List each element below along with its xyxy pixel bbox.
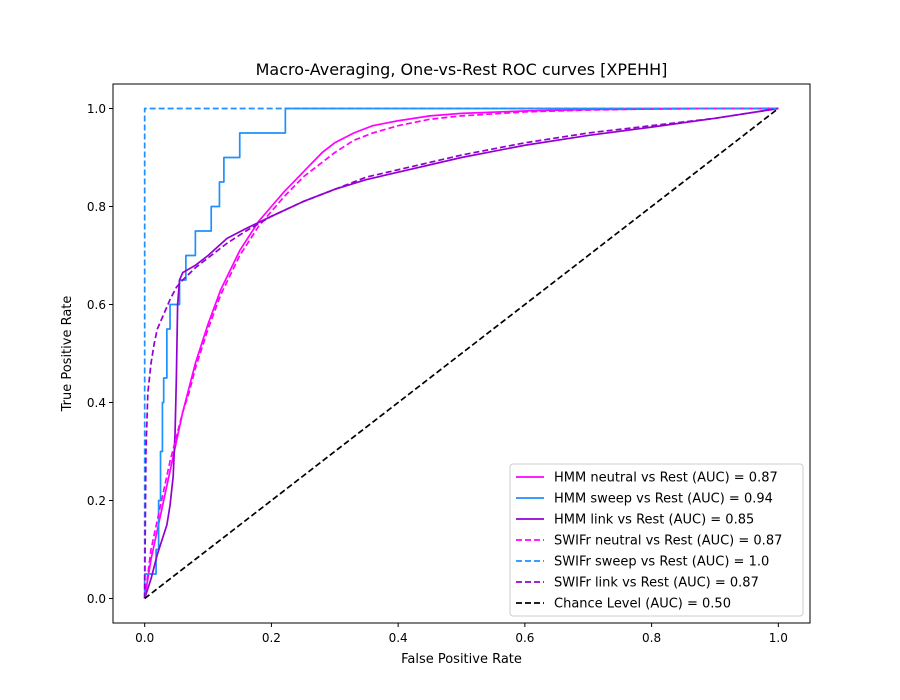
x-tick-label: 0.8 — [642, 631, 661, 645]
chart-title: Macro-Averaging, One-vs-Rest ROC curves … — [256, 60, 668, 79]
y-tick-label: 0.2 — [87, 494, 106, 508]
x-axis-label: False Positive Rate — [401, 652, 522, 667]
x-tick-label: 0.4 — [389, 631, 408, 645]
legend: HMM neutral vs Rest (AUC) = 0.87 HMM swee… — [509, 463, 804, 617]
x-tick-label: 0.0 — [135, 631, 154, 645]
x-tick-label: 0.6 — [515, 631, 534, 645]
series-line-swifr-sweep-vs-rest-auc-1-0 — [143, 107, 779, 599]
legend-label: SWIFr neutral vs Rest (AUC) = 0.87 — [554, 534, 782, 549]
legend-label: HMM neutral vs Rest (AUC) = 0.87 — [554, 471, 778, 486]
legend-label: Chance Level (AUC) = 0.50 — [554, 597, 731, 612]
y-tick-label: 0.4 — [87, 396, 106, 410]
legend-box — [509, 463, 804, 617]
y-tick-label: 0.0 — [87, 592, 106, 606]
legend-label: SWIFr link vs Rest (AUC) = 0.87 — [554, 576, 759, 591]
y-tick-label: 1.0 — [87, 102, 106, 116]
plot-frame — [112, 83, 811, 624]
series-line-swifr-link-vs-rest-auc-0-87 — [143, 107, 779, 599]
x-tick-label: 0.2 — [262, 631, 281, 645]
y-axis: 0.0 0.2 0.4 0.6 0.8 1.0 — [87, 102, 113, 606]
series-line-swifr-neutral-vs-rest-auc-0-87 — [143, 107, 779, 599]
y-tick-label: 0.8 — [87, 200, 106, 214]
y-axis-label: True Positive Rate — [60, 296, 75, 413]
series-layer — [143, 107, 779, 600]
x-tick-label: 1.0 — [769, 631, 788, 645]
series-line-chance-level-auc-0-50 — [144, 107, 779, 600]
y-tick-label: 0.6 — [87, 298, 106, 312]
series-line-hmm-sweep-vs-rest-auc-0-94 — [143, 107, 779, 599]
x-axis: 0.0 0.2 0.4 0.6 0.8 1.0 — [135, 623, 788, 645]
legend-label: HMM sweep vs Rest (AUC) = 0.94 — [554, 492, 773, 507]
series-line-hmm-link-vs-rest-auc-0-85 — [143, 107, 779, 599]
series-line-hmm-neutral-vs-rest-auc-0-87 — [143, 107, 779, 599]
legend-label: HMM link vs Rest (AUC) = 0.85 — [554, 513, 754, 528]
legend-label: SWIFr sweep vs Rest (AUC) = 1.0 — [554, 555, 769, 570]
